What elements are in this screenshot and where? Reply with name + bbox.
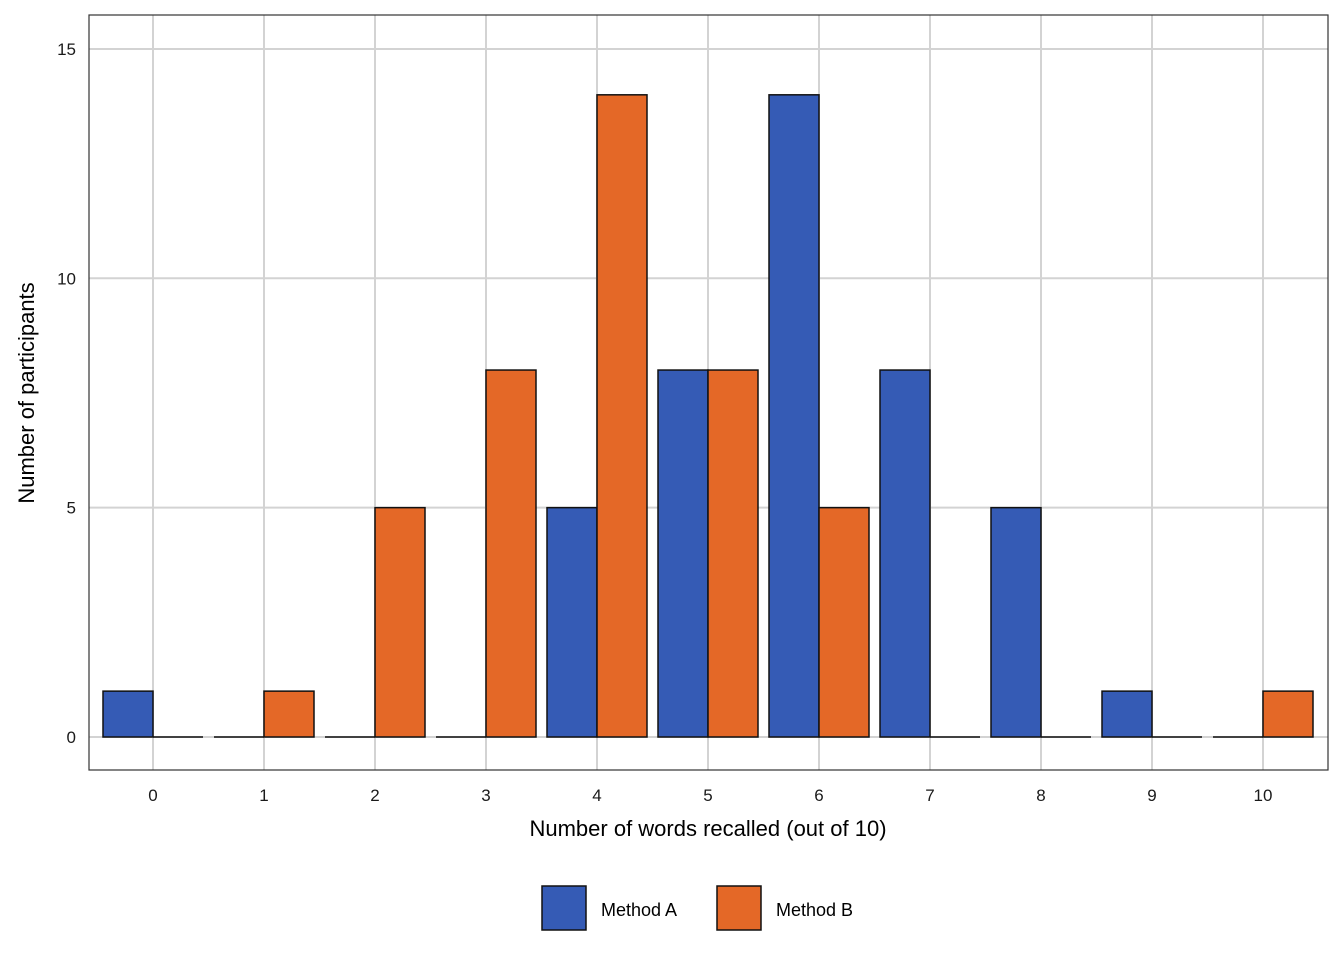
vertical-gridlines bbox=[152, 15, 1264, 770]
bar-method-a-5 bbox=[657, 369, 709, 738]
bars bbox=[102, 94, 1314, 738]
y-tick-label: 5 bbox=[67, 499, 76, 518]
y-tick-labels: 0 5 10 15 bbox=[57, 40, 76, 747]
x-tick-label: 4 bbox=[592, 786, 601, 805]
bar-method-a-6 bbox=[768, 94, 820, 738]
y-tick-label: 15 bbox=[57, 40, 76, 59]
legend-swatch-method-a bbox=[541, 885, 587, 931]
x-tick-label: 5 bbox=[703, 786, 712, 805]
bar-method-b-10 bbox=[1262, 690, 1314, 738]
y-tick-label: 10 bbox=[57, 269, 76, 288]
x-tick-label: 1 bbox=[259, 786, 268, 805]
x-tick-label: 6 bbox=[814, 786, 823, 805]
x-tick-label: 9 bbox=[1147, 786, 1156, 805]
y-tick-label: 0 bbox=[67, 728, 76, 747]
x-tick-label: 7 bbox=[925, 786, 934, 805]
bar-method-b-6 bbox=[818, 506, 870, 738]
legend-swatch-method-b bbox=[716, 885, 762, 931]
x-tick-label: 8 bbox=[1036, 786, 1045, 805]
x-tick-label: 10 bbox=[1254, 786, 1273, 805]
bar-method-a-4 bbox=[546, 506, 598, 738]
legend-label-method-b: Method B bbox=[776, 900, 853, 920]
bar-method-a-7 bbox=[879, 369, 931, 738]
bar-method-b-1 bbox=[263, 690, 315, 738]
bar-method-b-5 bbox=[707, 369, 759, 738]
x-tick-label: 0 bbox=[148, 786, 157, 805]
bar-method-a-8 bbox=[990, 506, 1042, 738]
bar-method-b-2 bbox=[374, 506, 426, 738]
bar-method-b-4 bbox=[596, 94, 648, 738]
legend-label-method-a: Method A bbox=[601, 900, 677, 920]
bar-method-a-9 bbox=[1101, 690, 1153, 738]
x-tick-labels: 0 1 2 3 4 5 6 7 8 9 10 bbox=[148, 786, 1272, 805]
y-axis-title: Number of participants bbox=[14, 282, 39, 503]
bar-method-b-3 bbox=[485, 369, 537, 738]
plot-border bbox=[88, 14, 1329, 771]
legend: Method A Method B bbox=[541, 885, 853, 931]
x-tick-label: 2 bbox=[370, 786, 379, 805]
x-axis-title: Number of words recalled (out of 10) bbox=[529, 816, 886, 841]
bar-method-a-0 bbox=[102, 690, 154, 738]
x-tick-label: 3 bbox=[481, 786, 490, 805]
